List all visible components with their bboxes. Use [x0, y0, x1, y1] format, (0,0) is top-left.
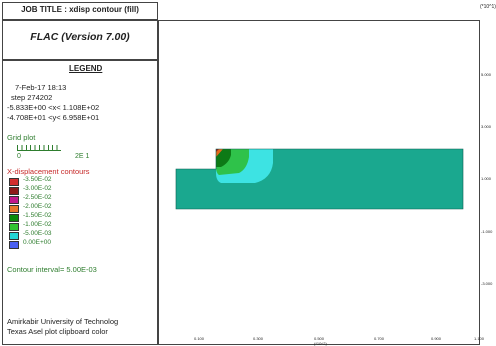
- plot-frame: [158, 20, 480, 345]
- legend-yrange: -4.708E+01 <y< 6.958E+01: [7, 113, 100, 122]
- contour-swatch: [9, 178, 19, 186]
- contour-swatch: [9, 241, 19, 249]
- grid-scale-right: 2E 1: [75, 153, 90, 160]
- contours-title: X-displacement contours: [7, 167, 90, 176]
- legend-date: 7-Feb-17 18:13: [15, 83, 67, 92]
- contour-swatch: [9, 187, 19, 195]
- y-tick-label: -1.000: [481, 229, 493, 234]
- contour-zone-hot: [216, 149, 223, 157]
- contour-label: -1.50E-02: [23, 212, 52, 219]
- y-tick-label: -3.000: [481, 281, 493, 286]
- contour-interval: Contour interval= 5.00E-03: [7, 265, 97, 274]
- contour-label: -3.00E-02: [23, 185, 52, 192]
- legend-step: step 274202: [11, 93, 53, 102]
- contour-label: -2.50E-02: [23, 194, 52, 201]
- x-tick-label: 0.900: [431, 336, 442, 341]
- model-outline: [175, 148, 464, 210]
- x-tick-label: 0.500: [314, 336, 325, 341]
- x-axis-label: (*10^2): [314, 341, 327, 346]
- legend-xrange: -5.833E+00 <x< 1.108E+02: [7, 103, 100, 112]
- footer-clipboard: Texas Asel plot clipboard color: [7, 327, 108, 336]
- y-tick-label: 1.000: [481, 176, 492, 181]
- footer-university: Amirkabir University of Technolog: [7, 317, 119, 326]
- contour-swatch: [9, 232, 19, 240]
- contour-zone-dark: [216, 149, 231, 167]
- y-scale-label: (*10^1): [480, 4, 496, 10]
- job-title: JOB TITLE : xdisp contour (fill): [21, 5, 139, 14]
- contour-label: -1.00E-02: [23, 221, 52, 228]
- app-name: FLAC (Version 7.00): [30, 31, 130, 43]
- grid-plot-label: Grid plot: [7, 133, 36, 142]
- x-tick-label: 0.100: [194, 336, 205, 341]
- legend-title: LEGEND: [69, 64, 103, 73]
- contour-zone-red: [216, 149, 219, 152]
- legend-panel: LEGEND 7-Feb-17 18:13 step 274202 -5.833…: [2, 60, 158, 345]
- contour-swatch: [9, 223, 19, 231]
- contour-swatch: [9, 196, 19, 204]
- model-upper-band: [216, 149, 463, 171]
- job-title-box: JOB TITLE : xdisp contour (fill): [2, 2, 158, 20]
- contour-label: -5.00E-03: [23, 230, 52, 237]
- contour-label: 0.00E+00: [23, 239, 52, 246]
- contour-swatch: [9, 205, 19, 213]
- x-tick-label: 1.100: [474, 336, 485, 341]
- grid-scale-left: 0: [17, 153, 21, 160]
- y-tick-label: 3.000: [481, 124, 492, 129]
- x-tick-label: 0.700: [374, 336, 385, 341]
- contour-swatch: [9, 214, 19, 222]
- x-tick-label: 0.300: [253, 336, 264, 341]
- y-tick-label: 5.000: [481, 72, 492, 77]
- app-title-box: FLAC (Version 7.00): [2, 20, 158, 60]
- contour-plot: [175, 148, 464, 210]
- grid-scale-bar: [17, 145, 61, 151]
- contour-label: -2.00E-02: [23, 203, 52, 210]
- contour-label: -3.50E-02: [23, 176, 52, 183]
